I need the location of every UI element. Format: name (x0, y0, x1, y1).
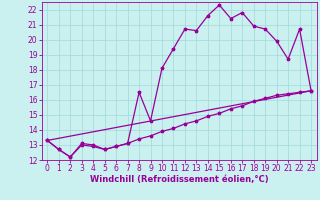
X-axis label: Windchill (Refroidissement éolien,°C): Windchill (Refroidissement éolien,°C) (90, 175, 268, 184)
